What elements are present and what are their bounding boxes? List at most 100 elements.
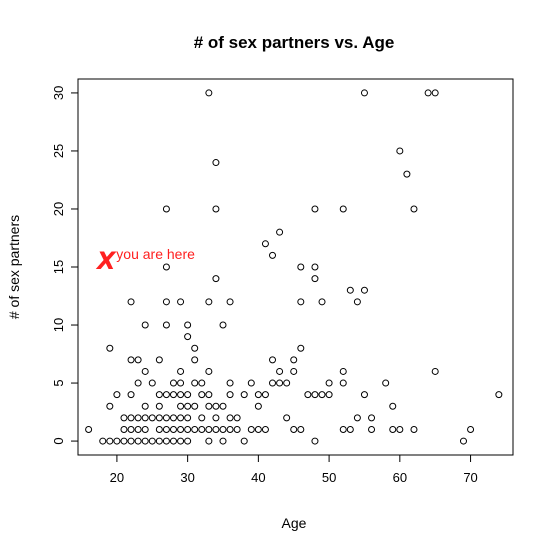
scatter-point (219, 321, 227, 329)
scatter-point (120, 414, 128, 422)
scatter-point (198, 414, 206, 422)
scatter-point (346, 425, 354, 433)
scatter-point (212, 402, 220, 410)
scatter-point (431, 89, 439, 97)
scatter-point (198, 379, 206, 387)
scatter-point (247, 379, 255, 387)
scatter-point (290, 356, 298, 364)
x-tick-label: 50 (322, 470, 336, 485)
scatter-point (360, 286, 368, 294)
scatter-point (410, 205, 418, 213)
scatter-point (141, 402, 149, 410)
scatter-point (311, 391, 319, 399)
scatter-point (403, 170, 411, 178)
scatter-point (184, 402, 192, 410)
scatter-point (290, 367, 298, 375)
scatter-point (431, 367, 439, 375)
scatter-point (127, 391, 135, 399)
scatter-point (283, 379, 291, 387)
scatter-point (177, 437, 185, 445)
scatter-point (205, 437, 213, 445)
scatter-point (339, 379, 347, 387)
scatter-point (339, 367, 347, 375)
scatter-point (162, 321, 170, 329)
scatter-point (424, 89, 432, 97)
scatter-point (396, 147, 404, 155)
scatter-point (219, 402, 227, 410)
scatter-point (205, 402, 213, 410)
scatter-point (219, 425, 227, 433)
scatter-point (353, 414, 361, 422)
y-tick-label: 10 (51, 318, 66, 332)
scatter-point (177, 367, 185, 375)
scatter-point (162, 205, 170, 213)
scatter-point (276, 228, 284, 236)
scatter-point (148, 437, 156, 445)
scatter-point (233, 414, 241, 422)
scatter-point (325, 391, 333, 399)
scatter-point (184, 414, 192, 422)
scatter-point (226, 414, 234, 422)
y-tick-label: 0 (51, 437, 66, 444)
scatter-point (141, 321, 149, 329)
scatter-point (311, 275, 319, 283)
scatter-point (226, 425, 234, 433)
scatter-point (113, 437, 121, 445)
scatter-point (261, 240, 269, 248)
scatter-point (261, 425, 269, 433)
scatter-point (389, 402, 397, 410)
scatter-point (141, 367, 149, 375)
scatter-point (318, 298, 326, 306)
points-layer (85, 89, 503, 445)
scatter-point (269, 356, 277, 364)
scatter-point (191, 344, 199, 352)
scatter-point (134, 414, 142, 422)
scatter-point (368, 414, 376, 422)
scatter-point (240, 391, 248, 399)
scatter-point (191, 356, 199, 364)
plot-frame (77, 78, 514, 456)
scatter-point (191, 379, 199, 387)
scatter-point (155, 425, 163, 433)
scatter-point (311, 263, 319, 271)
scatter-point (177, 391, 185, 399)
annotation-marker: X (95, 247, 117, 275)
scatter-point (106, 344, 114, 352)
scatter-point (141, 437, 149, 445)
scatter-point (297, 263, 305, 271)
scatter-point (184, 333, 192, 341)
scatter-point (177, 298, 185, 306)
scatter-point (184, 391, 192, 399)
scatter-point (276, 379, 284, 387)
scatter-point (169, 379, 177, 387)
scatter-point (184, 437, 192, 445)
scatter-point (198, 391, 206, 399)
scatter-point (127, 425, 135, 433)
scatter-point (495, 391, 503, 399)
scatter-point (113, 391, 121, 399)
x-tick-label: 40 (251, 470, 265, 485)
scatter-point (205, 367, 213, 375)
scatter-point (148, 414, 156, 422)
scatter-point (162, 437, 170, 445)
scatter-point (162, 298, 170, 306)
annotation-label: you are here (116, 246, 195, 262)
scatter-point (120, 425, 128, 433)
scatter-point (106, 437, 114, 445)
scatter-point (205, 89, 213, 97)
scatter-point (254, 402, 262, 410)
scatter-point (318, 391, 326, 399)
scatter-point (382, 379, 390, 387)
x-axis: 20 30 40 50 60 70 (110, 454, 478, 485)
scatter-point (360, 391, 368, 399)
scatter-point (162, 414, 170, 422)
scatter-point (184, 321, 192, 329)
y-tick-label: 30 (51, 86, 66, 100)
scatter-point (205, 425, 213, 433)
scatter-point (99, 437, 107, 445)
scatter-point (177, 402, 185, 410)
y-axis-label: # of sex partners (6, 215, 22, 319)
scatter-point (177, 414, 185, 422)
